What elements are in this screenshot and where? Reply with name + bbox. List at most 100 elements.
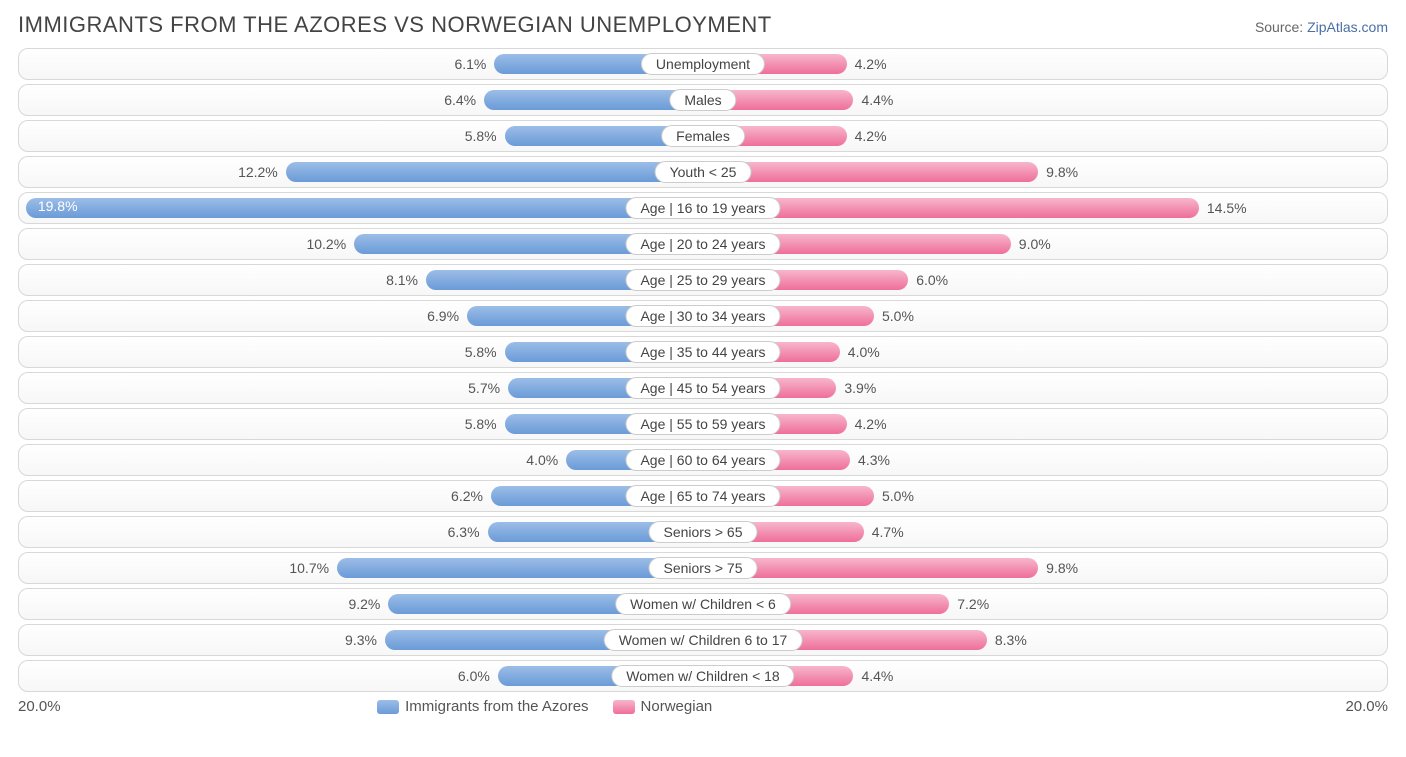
chart-row: 9.3% 8.3% Women w/ Children 6 to 17 <box>18 624 1388 656</box>
category-label: Age | 25 to 29 years <box>625 269 780 291</box>
left-value-label: 6.2% <box>443 488 491 504</box>
right-value-label: 5.0% <box>874 308 922 324</box>
left-value-label: 5.8% <box>457 344 505 360</box>
right-value-label: 4.0% <box>840 344 888 360</box>
category-label: Unemployment <box>641 53 765 75</box>
row-left-half: 6.4% <box>19 85 703 115</box>
source-link[interactable]: ZipAtlas.com <box>1307 19 1388 35</box>
category-label: Women w/ Children < 6 <box>615 593 791 615</box>
chart-row: 5.8%4.2%Females <box>18 120 1388 152</box>
row-right-half: 4.0% <box>703 337 1387 367</box>
row-left-half: 10.2% <box>19 229 703 259</box>
row-left-half: 5.8% <box>19 121 703 151</box>
right-value-label: 9.8% <box>1038 164 1086 180</box>
row-right-half: 4.3% <box>703 445 1387 475</box>
right-value-label: 4.3% <box>850 452 898 468</box>
diverging-bar-chart: 6.1%4.2%Unemployment6.4%4.4%Males5.8%4.2… <box>18 48 1388 692</box>
left-value-label: 8.1% <box>378 272 426 288</box>
right-value-label: 9.0% <box>1011 236 1059 252</box>
left-value-label: 6.3% <box>440 524 488 540</box>
category-label: Age | 55 to 59 years <box>625 413 780 435</box>
right-value-label: 14.5% <box>1199 200 1255 216</box>
row-right-half: 6.0% <box>703 265 1387 295</box>
chart-row: 6.2% 5.0% Age | 65 to 74 years <box>18 480 1388 512</box>
row-left-half: 6.9% <box>19 301 703 331</box>
chart-row: 12.2% 9.8% Youth < 25 <box>18 156 1388 188</box>
row-left-half: 8.1% <box>19 265 703 295</box>
category-label: Age | 35 to 44 years <box>625 341 780 363</box>
right-value-label: 8.3% <box>987 632 1035 648</box>
left-value-label: 10.2% <box>298 236 354 252</box>
right-value-label: 4.2% <box>847 416 895 432</box>
chart-row: 6.4% 4.4%Males <box>18 84 1388 116</box>
chart-row: 5.8% 4.2% Age | 55 to 59 years <box>18 408 1388 440</box>
row-right-half: 4.7% <box>703 517 1387 547</box>
chart-row: 8.1% 6.0% Age | 25 to 29 years <box>18 264 1388 296</box>
left-value-label: 19.8% <box>30 198 86 214</box>
chart-row: 5.8% 4.0% Age | 35 to 44 years <box>18 336 1388 368</box>
category-label: Males <box>669 89 736 111</box>
category-label: Females <box>661 125 745 147</box>
left-value-label: 4.0% <box>518 452 566 468</box>
category-label: Age | 65 to 74 years <box>625 485 780 507</box>
row-right-half: 5.0% <box>703 301 1387 331</box>
right-bar <box>703 162 1038 182</box>
category-label: Age | 20 to 24 years <box>625 233 780 255</box>
left-value-label: 9.3% <box>337 632 385 648</box>
source-prefix: Source: <box>1255 19 1307 35</box>
chart-title: IMMIGRANTS FROM THE AZORES VS NORWEGIAN … <box>18 12 772 38</box>
right-value-label: 4.4% <box>853 668 901 684</box>
right-value-label: 9.8% <box>1038 560 1086 576</box>
category-label: Seniors > 75 <box>649 557 758 579</box>
row-left-half: 5.7% <box>19 373 703 403</box>
left-value-label: 6.1% <box>446 56 494 72</box>
right-value-label: 4.2% <box>847 56 895 72</box>
row-right-half: 8.3% <box>703 625 1387 655</box>
legend-swatch-left <box>377 700 399 714</box>
chart-row: 6.9% 5.0% Age | 30 to 34 years <box>18 300 1388 332</box>
axis-max-left: 20.0% <box>18 698 61 715</box>
right-value-label: 4.7% <box>864 524 912 540</box>
row-left-half: 9.3% <box>19 625 703 655</box>
category-label: Women w/ Children 6 to 17 <box>604 629 803 651</box>
row-left-half: 19.8% <box>19 193 703 223</box>
left-value-label: 6.0% <box>450 668 498 684</box>
right-value-label: 6.0% <box>908 272 956 288</box>
row-right-half: 7.2% <box>703 589 1387 619</box>
row-right-half: 14.5% <box>703 193 1387 223</box>
chart-row: 10.7% 9.8% Seniors > 75 <box>18 552 1388 584</box>
row-right-half: 4.2% <box>703 49 1387 79</box>
left-bar <box>286 162 703 182</box>
left-value-label: 12.2% <box>230 164 286 180</box>
category-label: Youth < 25 <box>655 161 752 183</box>
row-left-half: 12.2% <box>19 157 703 187</box>
legend-item-left: Immigrants from the Azores <box>377 698 588 715</box>
left-value-label: 9.2% <box>340 596 388 612</box>
row-right-half: 9.8% <box>703 157 1387 187</box>
left-value-label: 6.9% <box>419 308 467 324</box>
row-left-half: 5.8% <box>19 337 703 367</box>
right-value-label: 7.2% <box>949 596 997 612</box>
left-value-label: 5.8% <box>457 416 505 432</box>
right-value-label: 5.0% <box>874 488 922 504</box>
row-right-half: 9.0% <box>703 229 1387 259</box>
row-right-half: 4.4% <box>703 85 1387 115</box>
category-label: Age | 30 to 34 years <box>625 305 780 327</box>
chart-row: 4.0%4.3%Age | 60 to 64 years <box>18 444 1388 476</box>
left-value-label: 6.4% <box>436 92 484 108</box>
legend-item-right: Norwegian <box>613 698 713 715</box>
chart-row: 6.0% 4.4% Women w/ Children < 18 <box>18 660 1388 692</box>
chart-row: 5.7%3.9%Age | 45 to 54 years <box>18 372 1388 404</box>
left-value-label: 10.7% <box>281 560 337 576</box>
category-label: Women w/ Children < 18 <box>611 665 794 687</box>
legend: Immigrants from the Azores Norwegian <box>377 698 712 715</box>
legend-label-left: Immigrants from the Azores <box>405 698 588 715</box>
row-right-half: 4.4% <box>703 661 1387 691</box>
source-attribution: Source: ZipAtlas.com <box>1255 19 1388 35</box>
chart-header: IMMIGRANTS FROM THE AZORES VS NORWEGIAN … <box>18 12 1388 38</box>
row-left-half: 10.7% <box>19 553 703 583</box>
left-value-label: 5.8% <box>457 128 505 144</box>
row-left-half: 4.0% <box>19 445 703 475</box>
left-bar: 19.8% <box>26 198 703 218</box>
category-label: Age | 45 to 54 years <box>625 377 780 399</box>
